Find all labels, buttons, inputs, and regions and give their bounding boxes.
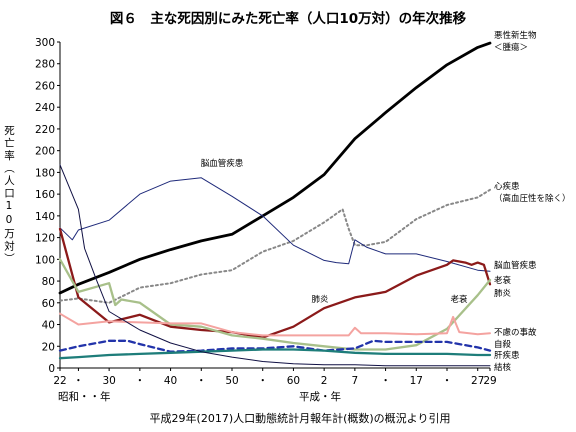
y-tick-label: 240	[35, 102, 55, 114]
series-line-7	[58, 348, 492, 360]
y-tick-label: 0	[48, 363, 55, 375]
chart-title: 図６ 主な死因別にみた死亡率（人口10万対）の年次推移	[110, 10, 467, 27]
series-line-2	[59, 177, 491, 272]
y-tick-label: 40	[42, 320, 55, 332]
x-tick-label: 2	[321, 375, 328, 387]
series-line-1	[59, 188, 491, 304]
y-tick-label: 160	[35, 189, 55, 201]
series-label-8: 結核	[494, 362, 512, 373]
y-tick-label: 180	[35, 167, 55, 179]
y-tick-label: 80	[42, 276, 55, 288]
y-tick-label: 200	[35, 146, 55, 158]
source-caption: 平成29年(2017)人口動態統計月報年計(概数)の概況より引用	[150, 411, 451, 425]
series-line-5	[59, 312, 491, 337]
x-tick-label: 22	[53, 375, 66, 387]
series-line-0	[58, 41, 492, 295]
series-label-3: 肺炎	[494, 289, 512, 299]
y-tick-label: 120	[35, 233, 55, 245]
x-tick-label: 60	[287, 375, 300, 387]
series-line-6	[58, 339, 492, 353]
y-tick-label: 20	[42, 341, 55, 353]
y-tick-label: 140	[35, 211, 55, 223]
x-tick-label: ・	[257, 375, 268, 387]
y-tick-label: 60	[42, 298, 55, 310]
y-tick-label: 260	[35, 80, 55, 92]
x-tick-label: ・	[73, 375, 84, 387]
series-label-6: 自殺	[494, 339, 512, 350]
series-label-2: 脳血管疾患	[201, 158, 244, 169]
y-tick-label: 100	[35, 254, 55, 266]
plot-area: 0204060801001201401601802002202402602803…	[35, 30, 571, 387]
series-label-4: 老衰	[494, 275, 512, 286]
series-label-5: 不慮の事故	[494, 327, 537, 338]
showa-era-label: 昭和・・年	[58, 390, 111, 403]
x-tick-label: ・	[135, 375, 146, 387]
heisei-era-label: 平成・年	[299, 390, 341, 403]
series-line-3	[58, 227, 492, 339]
x-tick-label: 50	[225, 375, 238, 387]
y-axis-label: 死亡率（人口10万対）	[3, 125, 15, 266]
series-label-7: 肝疾患	[494, 350, 520, 361]
y-tick-label: 300	[35, 37, 55, 49]
series-label-1: 心疾患（高血圧性を除く）	[494, 181, 571, 204]
x-tick-label: 17	[410, 375, 423, 387]
y-tick-label: 280	[35, 59, 55, 71]
x-tick-label: 40	[164, 375, 177, 387]
x-tick-label: 30	[102, 375, 115, 387]
x-tick-label: ・	[196, 375, 207, 387]
x-tick-label: ・	[380, 375, 391, 387]
x-tick-label: ・	[442, 375, 453, 387]
series-label-3: 肺炎	[311, 295, 329, 305]
series-label-2: 脳血管疾患	[494, 260, 537, 271]
y-tick-label: 220	[35, 124, 55, 136]
x-tick-label: 7	[352, 375, 359, 387]
series-label-4: 老衰	[450, 294, 468, 305]
x-tick-label: 29	[483, 375, 496, 387]
series-label-0: 悪性新生物＜腫瘍＞	[494, 30, 537, 53]
x-tick-label: 27	[471, 375, 484, 387]
series-line-8	[59, 164, 491, 367]
